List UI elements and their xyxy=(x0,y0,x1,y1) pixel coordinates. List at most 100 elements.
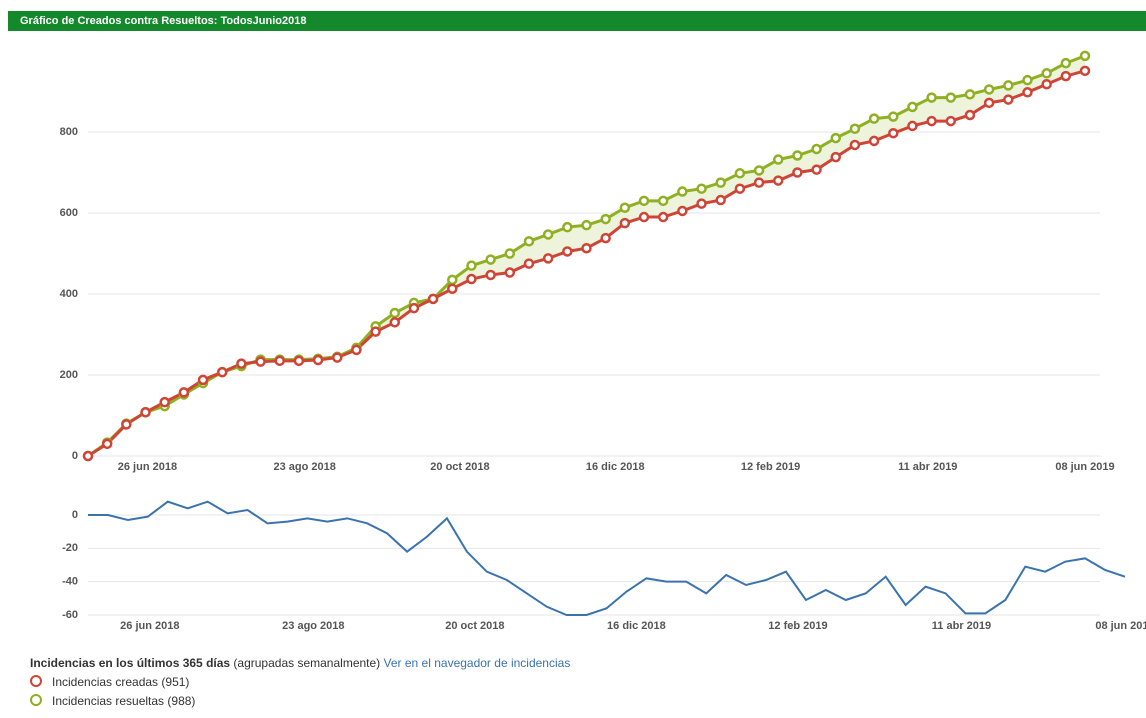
point xyxy=(600,213,611,225)
point xyxy=(638,195,650,207)
point xyxy=(312,354,324,366)
point xyxy=(542,229,554,240)
point xyxy=(945,115,957,127)
x-tick-label: 20 oct 2018 xyxy=(445,620,504,632)
point xyxy=(216,366,228,378)
legend-entry: Incidencias creadas (951) xyxy=(30,673,570,692)
point xyxy=(389,317,401,328)
point xyxy=(830,151,841,163)
point xyxy=(485,269,496,281)
point xyxy=(1041,78,1052,90)
point xyxy=(178,387,190,398)
x-tick-label: 26 jun 2018 xyxy=(118,461,177,473)
point xyxy=(159,396,170,408)
point xyxy=(1022,87,1033,98)
y-tick-label: -20 xyxy=(62,542,78,554)
point xyxy=(657,211,669,223)
point xyxy=(715,177,726,188)
legend-link[interactable]: Ver en el navegador de incidencias xyxy=(383,656,571,670)
point xyxy=(1060,70,1072,82)
point xyxy=(332,352,343,363)
point xyxy=(1079,50,1091,62)
point xyxy=(696,183,707,194)
point xyxy=(82,450,94,462)
point xyxy=(657,195,669,207)
point xyxy=(715,194,726,206)
y-tick-label: 600 xyxy=(60,207,78,219)
point xyxy=(523,258,535,269)
point xyxy=(485,254,496,265)
point xyxy=(734,183,746,194)
point xyxy=(581,219,592,231)
point xyxy=(351,344,362,356)
point xyxy=(1060,57,1072,69)
point xyxy=(792,150,803,161)
point xyxy=(964,89,976,100)
point xyxy=(504,267,516,278)
legend-label: Incidencias resueltas (988) xyxy=(52,694,196,708)
point xyxy=(255,356,266,367)
y-tick-label: 0 xyxy=(72,509,78,521)
point xyxy=(696,198,707,209)
x-tick-label: 20 oct 2018 xyxy=(430,461,489,473)
y-tick-label: 400 xyxy=(60,288,78,300)
point xyxy=(926,115,937,127)
x-tick-label: 08 jun 2019 xyxy=(1095,620,1146,632)
point xyxy=(983,84,995,95)
point xyxy=(562,246,573,257)
point xyxy=(447,274,458,286)
point xyxy=(466,273,477,285)
legend-entry: Incidencias resueltas (988) xyxy=(30,692,570,711)
point xyxy=(504,248,516,259)
point xyxy=(888,111,899,122)
point xyxy=(772,175,784,186)
x-tick-label: 26 jun 2018 xyxy=(120,620,179,632)
point xyxy=(849,123,861,135)
legend-swatch xyxy=(30,694,42,706)
point xyxy=(1003,94,1014,105)
point xyxy=(753,177,765,188)
point xyxy=(945,92,957,103)
legend-note: (agrupadas semanalmente) xyxy=(233,656,381,670)
point xyxy=(849,139,861,151)
point xyxy=(677,205,688,217)
point xyxy=(581,242,592,254)
point xyxy=(907,120,918,132)
point xyxy=(772,154,784,165)
x-tick-label: 08 jun 2019 xyxy=(1055,461,1114,473)
point xyxy=(140,407,151,418)
gap-area xyxy=(88,55,1085,457)
point xyxy=(753,165,765,176)
y-tick-label: -60 xyxy=(62,609,78,621)
point xyxy=(907,101,918,113)
point xyxy=(888,127,899,139)
chart-title: Gráfico de Creados contra Resueltos: Tod… xyxy=(8,11,1146,31)
x-tick-label: 12 feb 2019 xyxy=(768,620,827,632)
x-tick-label: 16 dic 2018 xyxy=(607,620,666,632)
point xyxy=(447,283,458,294)
legend-swatch xyxy=(30,675,42,687)
y-tick-label: -40 xyxy=(62,576,78,588)
point xyxy=(427,293,439,305)
point xyxy=(868,113,880,124)
point xyxy=(370,326,381,337)
point xyxy=(964,109,976,121)
x-tick-label: 12 feb 2019 xyxy=(741,461,800,473)
point xyxy=(197,374,209,386)
point xyxy=(811,164,822,175)
legend-label: Incidencias creadas (951) xyxy=(52,675,190,689)
x-tick-label: 23 ago 2018 xyxy=(282,620,344,632)
point xyxy=(619,202,631,213)
x-tick-label: 16 dic 2018 xyxy=(586,461,645,473)
point xyxy=(466,260,477,271)
point xyxy=(389,307,401,319)
point xyxy=(734,168,746,179)
point xyxy=(121,419,132,430)
point xyxy=(983,97,995,109)
point xyxy=(638,211,650,223)
point xyxy=(926,92,937,103)
x-tick-label: 11 abr 2019 xyxy=(898,461,957,473)
y-tick-label: 800 xyxy=(60,126,78,138)
point xyxy=(811,143,822,155)
legend-heading: Incidencias en los últimos 365 días xyxy=(30,656,231,670)
